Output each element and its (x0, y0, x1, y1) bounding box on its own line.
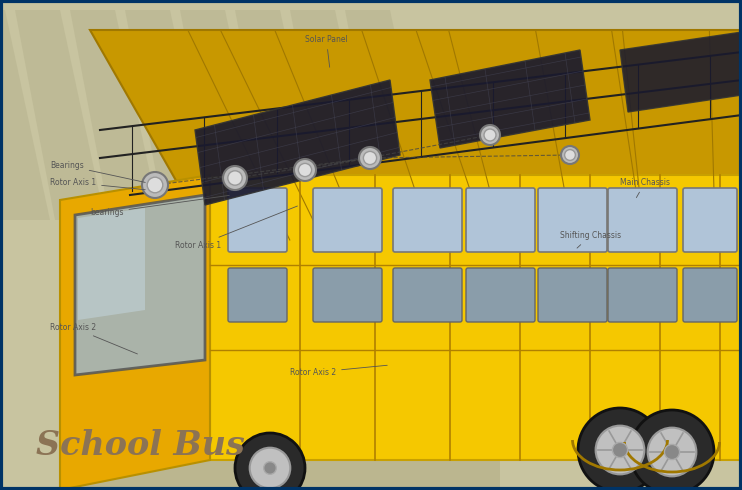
Circle shape (480, 125, 500, 145)
Polygon shape (290, 10, 380, 220)
Circle shape (578, 408, 662, 490)
Circle shape (565, 149, 575, 160)
Circle shape (147, 177, 162, 193)
Circle shape (223, 166, 247, 190)
Polygon shape (15, 10, 105, 220)
Text: Main Chassis: Main Chassis (620, 178, 670, 197)
FancyBboxPatch shape (228, 188, 287, 252)
Circle shape (630, 410, 714, 490)
Text: School Bus: School Bus (36, 428, 244, 462)
FancyBboxPatch shape (466, 268, 535, 322)
Circle shape (561, 146, 579, 164)
Polygon shape (75, 195, 205, 375)
Text: Rotor Axis 2: Rotor Axis 2 (290, 365, 387, 377)
Polygon shape (210, 175, 742, 460)
Polygon shape (78, 208, 145, 320)
Polygon shape (345, 10, 435, 220)
FancyBboxPatch shape (313, 188, 382, 252)
Polygon shape (125, 10, 215, 220)
Circle shape (235, 433, 305, 490)
FancyBboxPatch shape (538, 188, 607, 252)
Polygon shape (430, 50, 590, 148)
Text: Rotor Axis 1: Rotor Axis 1 (50, 178, 145, 190)
Polygon shape (90, 30, 742, 240)
Circle shape (298, 163, 312, 176)
Circle shape (294, 159, 316, 181)
Circle shape (664, 444, 680, 460)
FancyBboxPatch shape (393, 188, 462, 252)
Polygon shape (620, 32, 742, 112)
FancyBboxPatch shape (313, 268, 382, 322)
Text: Bearings: Bearings (50, 161, 145, 182)
FancyBboxPatch shape (538, 268, 607, 322)
FancyBboxPatch shape (608, 188, 677, 252)
Polygon shape (60, 175, 210, 490)
Text: Shifting Chassis: Shifting Chassis (560, 231, 621, 248)
Polygon shape (195, 80, 400, 205)
Circle shape (263, 462, 276, 474)
Circle shape (648, 428, 696, 476)
Text: bearings: bearings (90, 196, 229, 217)
Polygon shape (60, 200, 500, 490)
Polygon shape (180, 10, 270, 220)
FancyBboxPatch shape (228, 268, 287, 322)
FancyBboxPatch shape (608, 268, 677, 322)
FancyBboxPatch shape (683, 188, 737, 252)
Polygon shape (0, 10, 50, 220)
FancyBboxPatch shape (466, 188, 535, 252)
Circle shape (596, 426, 644, 474)
Circle shape (228, 171, 242, 185)
FancyBboxPatch shape (683, 268, 737, 322)
Polygon shape (235, 10, 325, 220)
Circle shape (250, 448, 290, 489)
Text: Rotor Axis 1: Rotor Axis 1 (175, 206, 298, 250)
Circle shape (142, 172, 168, 198)
Circle shape (612, 442, 628, 458)
Circle shape (359, 147, 381, 169)
FancyBboxPatch shape (393, 268, 462, 322)
Circle shape (484, 129, 496, 141)
Text: Solar Panel: Solar Panel (305, 35, 348, 67)
Polygon shape (70, 10, 160, 220)
Circle shape (364, 151, 377, 165)
Text: Rotor Axis 2: Rotor Axis 2 (50, 323, 137, 354)
